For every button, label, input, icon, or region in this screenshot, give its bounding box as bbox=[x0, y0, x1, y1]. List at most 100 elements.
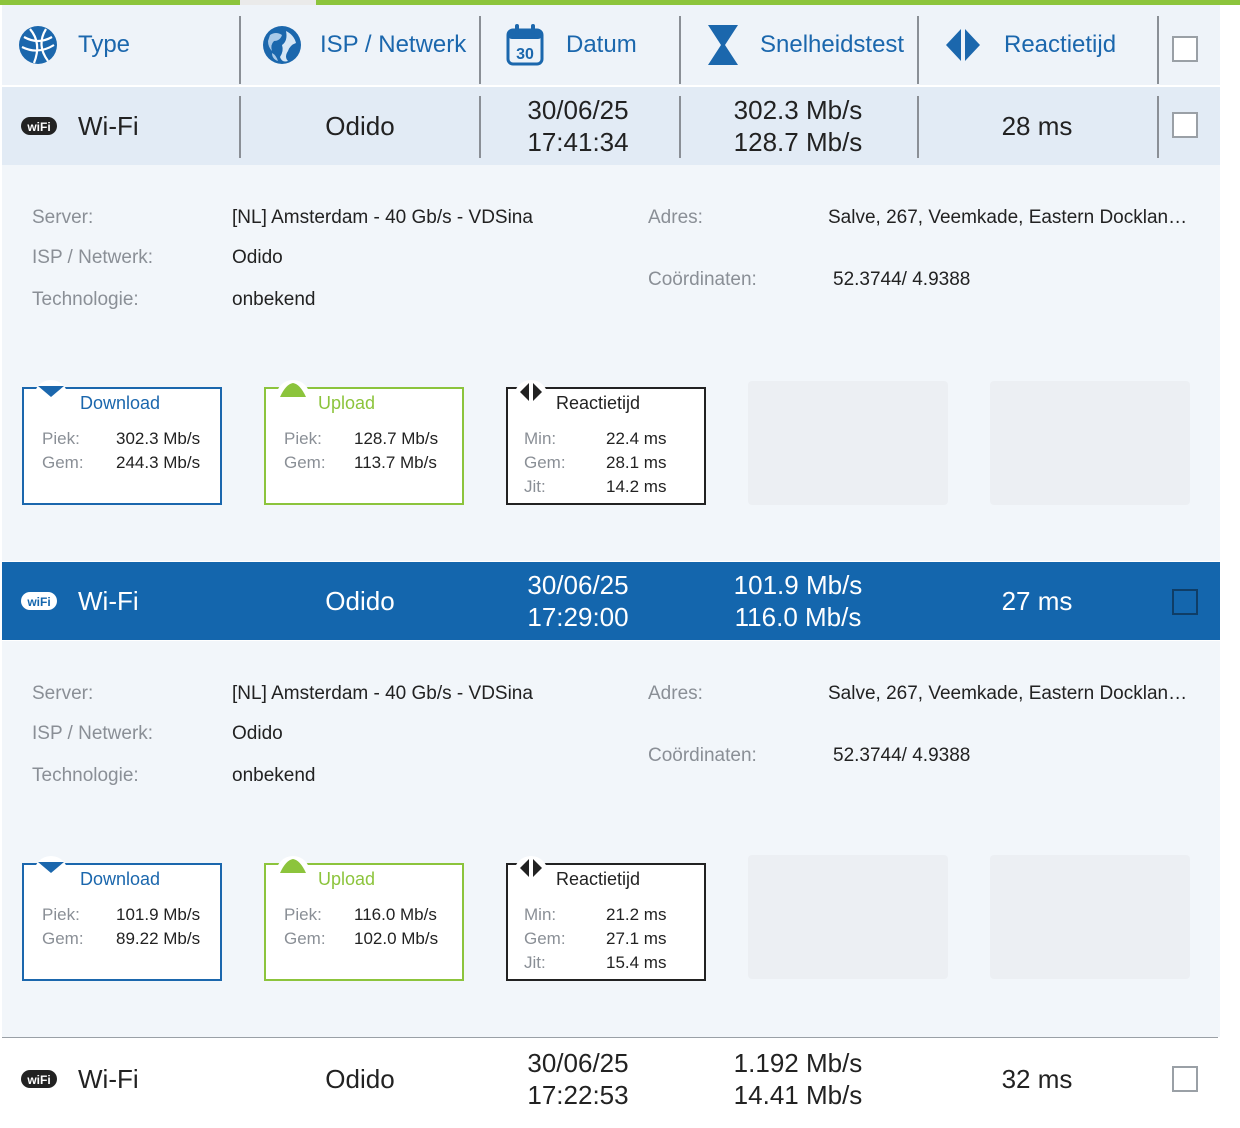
ping-arrows-icon bbox=[520, 859, 542, 877]
row-speeds: 101.9 Mb/s 116.0 Mb/s bbox=[680, 562, 916, 640]
latency-min-value: 22.4 ms bbox=[606, 429, 667, 448]
coordinates-label: Coördinaten: bbox=[648, 745, 757, 766]
latency-jitter-label: Jit: bbox=[524, 477, 546, 496]
header-divider bbox=[917, 16, 919, 84]
latency-avg-label: Gem: bbox=[524, 929, 566, 948]
result-row-selected[interactable]: wiFi Wi-Fi Odido 30/06/25 17:29:00 101.9… bbox=[2, 562, 1220, 640]
upload-card: Upload Piek: 128.7 Mb/s Gem: 113.7 Mb/s bbox=[264, 380, 464, 505]
row-checkbox[interactable] bbox=[1172, 1066, 1198, 1092]
download-peak-label: Piek: bbox=[42, 905, 80, 924]
coordinates-value: 52.3744/ 4.9388 bbox=[833, 269, 971, 290]
row-download-speed: 302.3 Mb/s bbox=[733, 95, 863, 125]
latency-min-label: Min: bbox=[524, 429, 557, 448]
download-card: Download Piek: 302.3 Mb/s Gem: 244.3 Mb/… bbox=[22, 380, 222, 505]
download-avg-value: 89.22 Mb/s bbox=[116, 929, 201, 948]
row-latency: 28 ms bbox=[1001, 111, 1073, 141]
row-datetime: 30/06/25 17:22:53 bbox=[480, 1040, 676, 1118]
empty-card-placeholder bbox=[748, 855, 948, 979]
row-date: 30/06/25 bbox=[527, 1048, 629, 1078]
technology-label: Technologie: bbox=[32, 289, 139, 310]
result-row[interactable]: wiFi Wi-Fi Odido 30/06/25 17:22:53 1.192… bbox=[2, 1040, 1220, 1118]
latency-min-value: 21.2 ms bbox=[606, 905, 667, 924]
download-card-title: Download bbox=[80, 393, 161, 413]
row-type-label: Wi-Fi bbox=[78, 1064, 139, 1094]
column-header-isp-label: ISP / Netwerk bbox=[320, 31, 467, 58]
address-label: Adres: bbox=[648, 207, 703, 228]
download-card-title: Download bbox=[80, 869, 161, 889]
calendar-icon: 30 bbox=[506, 24, 544, 66]
latency-jitter-label: Jit: bbox=[524, 953, 546, 972]
technology-value: onbekend bbox=[232, 765, 316, 786]
header-divider bbox=[479, 16, 481, 84]
address-value: Salve, 267, Veemkade, Eastern Docklan… bbox=[828, 683, 1188, 704]
select-all-checkbox[interactable] bbox=[1172, 36, 1198, 62]
row-isp: Odido bbox=[325, 1064, 395, 1094]
row-datetime: 30/06/25 17:29:00 bbox=[480, 562, 676, 640]
column-header-date[interactable]: 30 Datum bbox=[506, 5, 680, 85]
header-divider bbox=[1157, 16, 1159, 84]
wifi-badge-icon: wiFi bbox=[21, 1070, 57, 1088]
upload-card: Upload Piek: 116.0 Mb/s Gem: 102.0 Mb/s bbox=[264, 856, 464, 981]
wifi-badge-icon: wiFi bbox=[21, 117, 57, 135]
table-header: Type ISP / Netwerk 30 Datum Snelheidstes… bbox=[2, 5, 1220, 85]
upload-peak-value: 128.7 Mb/s bbox=[354, 429, 439, 448]
row-checkbox[interactable] bbox=[1172, 589, 1198, 615]
row-divider bbox=[479, 96, 481, 158]
row-time: 17:41:34 bbox=[527, 127, 629, 157]
download-avg-value: 244.3 Mb/s bbox=[116, 453, 201, 472]
top-accent-bar bbox=[0, 0, 1240, 5]
row-detail-panel: Server: [NL] Amsterdam - 40 Gb/s - VDSin… bbox=[2, 165, 1220, 561]
row-type-label: Wi-Fi bbox=[78, 111, 139, 141]
row-divider bbox=[917, 96, 919, 158]
result-row[interactable]: wiFi Wi-Fi Odido 30/06/25 17:41:34 302.3… bbox=[2, 87, 1220, 165]
empty-card-placeholder bbox=[748, 381, 948, 505]
column-header-latency[interactable]: Reactietijd bbox=[942, 5, 1158, 85]
row-isp: Odido bbox=[325, 586, 395, 616]
row-separator bbox=[2, 1037, 1218, 1038]
hourglass-icon bbox=[708, 25, 738, 65]
row-type-cell: wiFi Wi-Fi bbox=[2, 562, 238, 640]
column-header-speed[interactable]: Snelheidstest bbox=[706, 5, 918, 85]
server-label: Server: bbox=[32, 207, 94, 228]
upload-tab bbox=[276, 380, 310, 402]
row-type-label: Wi-Fi bbox=[78, 586, 139, 616]
download-tab bbox=[34, 856, 68, 878]
ping-arrows-icon bbox=[946, 29, 980, 61]
latency-tab bbox=[514, 856, 548, 878]
svg-text:wiFi: wiFi bbox=[26, 1073, 50, 1087]
row-checkbox[interactable] bbox=[1172, 112, 1198, 138]
download-card: Download Piek: 101.9 Mb/s Gem: 89.22 Mb/… bbox=[22, 856, 222, 981]
upload-arrow-icon bbox=[280, 383, 306, 397]
download-arrow-icon bbox=[38, 862, 64, 873]
upload-card-title: Upload bbox=[318, 393, 376, 413]
download-peak-value: 302.3 Mb/s bbox=[116, 429, 201, 448]
latency-min-label: Min: bbox=[524, 905, 557, 924]
upload-peak-label: Piek: bbox=[284, 905, 322, 924]
header-divider bbox=[239, 16, 241, 84]
row-download-speed: 101.9 Mb/s bbox=[733, 570, 863, 600]
technology-value: onbekend bbox=[232, 289, 316, 310]
row-upload-speed: 116.0 Mb/s bbox=[734, 602, 862, 632]
column-header-type-label: Type bbox=[78, 31, 131, 58]
svg-text:wiFi: wiFi bbox=[26, 595, 50, 609]
row-speeds: 1.192 Mb/s 14.41 Mb/s bbox=[680, 1040, 916, 1118]
top-accent-gap bbox=[240, 0, 316, 5]
empty-card-placeholder bbox=[990, 855, 1190, 979]
column-header-isp[interactable]: ISP / Netwerk bbox=[260, 5, 478, 85]
row-upload-speed: 128.7 Mb/s bbox=[733, 127, 863, 157]
row-latency: 32 ms bbox=[1001, 1064, 1073, 1094]
column-header-type[interactable]: Type bbox=[16, 5, 242, 85]
upload-tab bbox=[276, 856, 310, 878]
latency-jitter-value: 15.4 ms bbox=[606, 953, 667, 972]
coordinates-label: Coördinaten: bbox=[648, 269, 757, 290]
download-avg-label: Gem: bbox=[42, 929, 84, 948]
header-divider bbox=[679, 16, 681, 84]
row-date: 30/06/25 bbox=[527, 570, 629, 600]
download-arrow-icon bbox=[38, 386, 64, 397]
isp-value: Odido bbox=[232, 723, 283, 744]
svg-text:30: 30 bbox=[516, 46, 534, 63]
row-time: 17:22:53 bbox=[527, 1080, 629, 1110]
svg-text:wiFi: wiFi bbox=[26, 120, 50, 134]
earth-globe-icon bbox=[263, 26, 301, 64]
globe-network-icon bbox=[19, 26, 57, 64]
